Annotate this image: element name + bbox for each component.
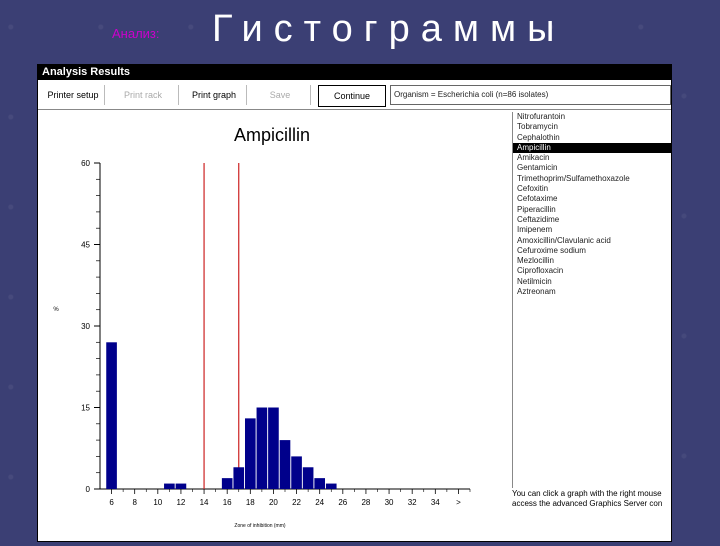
histogram-bar [221, 478, 233, 489]
chart-layer: 0 15 30 45 60 6 8 10 12 14 16 18 20 22 24 26 28 30 32 34 > [81, 159, 471, 507]
x-tick-label: 18 [246, 498, 255, 507]
x-tick-label: > [456, 498, 461, 507]
analysis-window: Analysis Results Printer setup Print rac… [37, 64, 672, 542]
histogram-bar [256, 407, 268, 489]
y-tick-label: 45 [81, 241, 90, 250]
drug-list-item[interactable]: Cephalothin [517, 132, 560, 142]
drug-list-item[interactable]: Amoxicillin/Clavulanic acid [517, 235, 611, 245]
x-tick-label: 14 [200, 498, 209, 507]
drug-list-item[interactable]: Nitrofurantoin [517, 112, 566, 121]
y-tick-label: 60 [81, 159, 90, 168]
drug-list-item[interactable]: Ampicillin [513, 142, 671, 154]
x-tick-label: 22 [292, 498, 301, 507]
x-tick-label: 16 [223, 498, 232, 507]
drug-list-item[interactable]: Mezlocillin [517, 256, 554, 266]
print-graph-button[interactable]: Print graph [182, 85, 247, 105]
x-tick-label: 6 [109, 498, 114, 507]
slide-title: Гистограммы [212, 8, 566, 50]
y-tick-label: 0 [86, 485, 91, 494]
x-tick-label: 26 [338, 498, 347, 507]
x-tick-label: 30 [385, 498, 394, 507]
drug-list-item[interactable]: Gentamicin [517, 163, 558, 173]
print-rack-button[interactable]: Print rack [108, 85, 179, 105]
histogram-bar [244, 418, 256, 489]
histogram-bar [302, 467, 314, 489]
drug-list-item[interactable]: Ciprofloxacin [517, 266, 564, 276]
info-line-1: You can click a graph with the right mou… [512, 489, 662, 498]
organism-field: Organism = Escherichia coli (n=86 isolat… [390, 85, 671, 105]
drug-list-item[interactable]: Imipenem [517, 225, 553, 235]
drug-list-item[interactable]: Cefotaxime [517, 194, 558, 204]
toolbar: Printer setup Print rack Print graph Sav… [38, 81, 671, 110]
printer-setup-button[interactable]: Printer setup [42, 85, 105, 105]
save-button[interactable]: Save [250, 85, 311, 105]
histogram-bar [291, 456, 302, 489]
x-tick-label: 12 [176, 498, 185, 507]
drug-list-item[interactable]: Netilmicin [517, 276, 552, 286]
histogram-bar [279, 440, 291, 489]
y-tick-label: 15 [81, 404, 90, 413]
y-tick-label: 30 [81, 322, 90, 331]
window-title: Analysis Results [38, 65, 671, 80]
drug-list-item[interactable]: Cefuroxime sodium [517, 245, 586, 255]
x-tick-label: 32 [408, 498, 417, 507]
histogram-bar [175, 483, 187, 489]
drug-list-item[interactable]: Ceftazidime [517, 214, 560, 224]
x-axis-label: Zone of inhibition (mm) [234, 523, 285, 529]
slide-subtitle: Анализ: [112, 26, 160, 41]
drug-list-item[interactable]: Trimethoprim/Sulfamethoxazole [517, 173, 630, 183]
x-tick-label: 8 [132, 498, 137, 507]
drug-list[interactable]: Nitrofurantoin Tobramycin Cephalothin Ampic… [512, 112, 671, 488]
histogram-bar [325, 483, 337, 489]
drug-list-item[interactable]: Piperacillin [517, 204, 556, 214]
x-tick-label: 34 [431, 498, 440, 507]
drug-list-item[interactable]: Amikacin [517, 153, 550, 163]
histogram-bar [164, 483, 175, 489]
x-tick-label: 10 [153, 498, 162, 507]
x-tick-label: 28 [361, 498, 370, 507]
histogram-chart[interactable]: Ampicillin % Zone of inhibition (mm) 0 15… [38, 111, 510, 541]
y-axis-label: % [53, 307, 59, 313]
drug-list-item[interactable]: Aztreonam [517, 287, 556, 297]
histogram-bar [314, 478, 326, 489]
chart-title: Ampicillin [234, 125, 310, 145]
drug-list-item[interactable]: Cefoxitin [517, 184, 549, 194]
histogram-bar [268, 407, 279, 489]
info-line-2: access the advanced Graphics Server con [512, 499, 663, 508]
histogram-bar [106, 342, 117, 489]
histogram-bar [233, 467, 245, 489]
continue-button[interactable]: Continue [318, 85, 386, 107]
x-tick-label: 20 [269, 498, 278, 507]
info-text: You can click a graph with the right mou… [512, 489, 670, 509]
x-tick-label: 24 [315, 498, 324, 507]
drug-list-item[interactable]: Tobramycin [517, 122, 558, 132]
chart-svg[interactable]: Ampicillin % Zone of inhibition (mm) 0 15… [38, 111, 510, 541]
